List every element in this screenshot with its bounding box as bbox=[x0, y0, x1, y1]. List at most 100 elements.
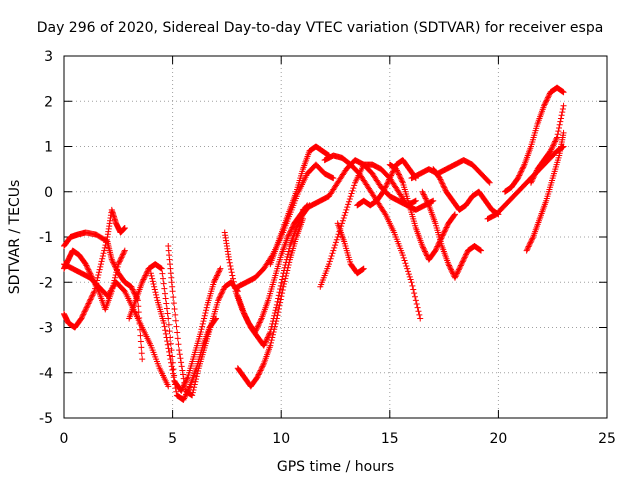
data-point bbox=[412, 197, 419, 204]
data-point bbox=[284, 267, 291, 274]
data-point bbox=[120, 250, 127, 257]
data-point bbox=[174, 329, 181, 336]
data-point bbox=[559, 105, 566, 112]
data-point bbox=[269, 334, 276, 341]
data-point bbox=[231, 285, 238, 292]
data-point bbox=[350, 185, 357, 192]
data-point bbox=[87, 296, 94, 303]
data-point bbox=[189, 392, 196, 399]
data-point bbox=[254, 372, 261, 379]
data-point bbox=[90, 291, 97, 298]
data-point bbox=[82, 307, 89, 314]
data-point bbox=[201, 312, 208, 319]
data-point bbox=[541, 102, 548, 109]
data-point bbox=[462, 253, 469, 260]
data-point bbox=[113, 266, 120, 273]
data-point bbox=[526, 240, 533, 247]
data-point bbox=[554, 134, 561, 141]
data-point bbox=[162, 330, 169, 337]
data-point bbox=[130, 287, 137, 294]
data-point bbox=[258, 316, 264, 323]
data-point bbox=[527, 179, 534, 186]
data-point bbox=[384, 180, 391, 187]
data-point bbox=[417, 315, 424, 322]
data-point bbox=[441, 228, 448, 235]
data-point bbox=[215, 269, 222, 276]
data-point bbox=[95, 272, 102, 279]
data-point bbox=[255, 371, 262, 378]
data-point bbox=[242, 313, 249, 320]
data-point bbox=[171, 377, 178, 384]
data-point bbox=[82, 261, 89, 268]
data-point bbox=[283, 270, 290, 277]
data-point bbox=[286, 231, 293, 238]
data-point bbox=[329, 250, 336, 257]
data-point bbox=[463, 251, 470, 258]
data-point bbox=[542, 98, 549, 105]
data-point bbox=[230, 278, 237, 285]
data-point bbox=[166, 348, 173, 355]
data-point bbox=[277, 299, 284, 306]
data-point bbox=[404, 265, 411, 272]
data-point bbox=[556, 121, 563, 128]
data-point bbox=[457, 263, 464, 270]
data-point bbox=[84, 265, 91, 272]
data-point bbox=[448, 267, 455, 274]
data-point bbox=[433, 244, 440, 251]
data-point bbox=[560, 89, 567, 96]
data-point bbox=[254, 323, 261, 330]
data-point bbox=[478, 247, 485, 254]
data-point bbox=[398, 176, 405, 183]
data-point bbox=[91, 288, 98, 295]
data-point bbox=[348, 190, 355, 197]
data-point bbox=[451, 274, 458, 281]
data-point bbox=[86, 297, 93, 304]
data-point bbox=[147, 270, 154, 277]
data-point bbox=[138, 344, 145, 351]
data-point bbox=[449, 269, 456, 276]
data-point bbox=[526, 242, 533, 249]
y-tick-label: 3 bbox=[44, 49, 53, 65]
data-point bbox=[438, 177, 445, 184]
data-point bbox=[346, 195, 353, 202]
data-point bbox=[559, 109, 566, 116]
data-point bbox=[190, 386, 197, 393]
data-point bbox=[414, 304, 421, 311]
data-point bbox=[199, 323, 206, 330]
data-point bbox=[341, 212, 348, 219]
data-point bbox=[516, 172, 523, 179]
data-point bbox=[118, 254, 125, 261]
series-s4 bbox=[61, 261, 172, 390]
data-point bbox=[115, 259, 122, 266]
data-point bbox=[441, 184, 448, 191]
data-point bbox=[229, 275, 236, 282]
data-point bbox=[416, 311, 423, 318]
data-point bbox=[203, 307, 210, 314]
data-point bbox=[555, 128, 562, 135]
data-point bbox=[275, 309, 282, 316]
data-point bbox=[82, 305, 89, 312]
data-point bbox=[172, 317, 179, 324]
data-point bbox=[520, 162, 527, 169]
data-point bbox=[453, 272, 460, 279]
data-point bbox=[381, 186, 388, 193]
data-point bbox=[151, 283, 158, 290]
data-point bbox=[459, 258, 466, 265]
data-point bbox=[386, 175, 393, 182]
data-point bbox=[393, 166, 400, 173]
data-point bbox=[140, 276, 147, 283]
data-point bbox=[458, 261, 465, 268]
data-point bbox=[78, 315, 85, 322]
data-point bbox=[332, 242, 339, 249]
data-point bbox=[254, 324, 261, 331]
data-point bbox=[422, 195, 429, 202]
data-point bbox=[217, 265, 224, 272]
axis-ticks: 0 5 10 15 20 25 -5 -4 -3 -2 -1 0 1 2 3 bbox=[39, 49, 616, 447]
data-point bbox=[273, 318, 280, 325]
data-point bbox=[264, 335, 271, 342]
data-point bbox=[97, 263, 104, 270]
data-point bbox=[181, 395, 188, 402]
data-point bbox=[330, 247, 337, 254]
data-point bbox=[550, 141, 557, 148]
data-point bbox=[219, 289, 226, 296]
